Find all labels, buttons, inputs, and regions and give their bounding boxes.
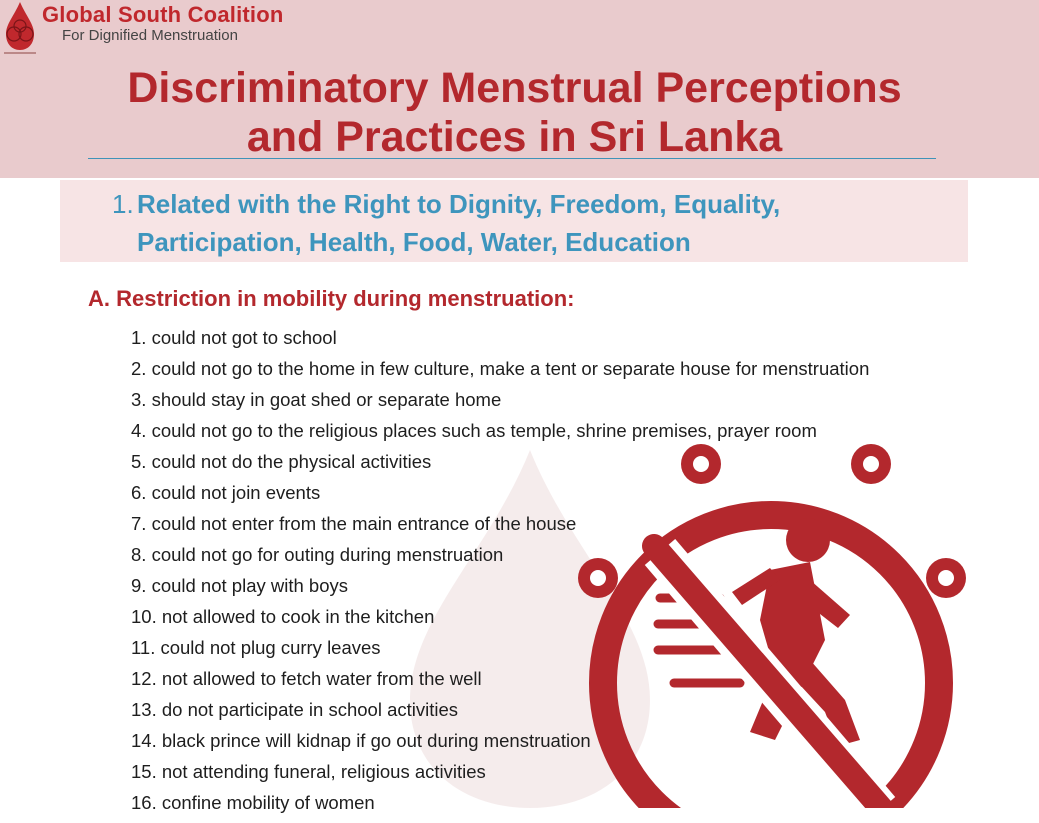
org-tagline: For Dignified Menstruation	[62, 27, 238, 44]
list-item: 11. could not plug curry leaves	[131, 637, 381, 658]
section-band	[60, 180, 968, 262]
list-item: 4. could not go to the religious places …	[131, 420, 817, 441]
list-item: 5. could not do the physical activities	[131, 451, 432, 472]
list-item: 3. should stay in goat shed or separate …	[131, 389, 502, 410]
drop-watermark-icon	[410, 450, 650, 808]
list-item: 2. could not go to the home in few cultu…	[131, 358, 870, 379]
header-band	[0, 0, 1039, 178]
org-name: Global South Coalition	[42, 2, 284, 27]
section-title-line-2: Participation, Health, Food, Water, Educ…	[137, 227, 691, 257]
subsection-heading: A. Restriction in mobility during menstr…	[88, 286, 575, 311]
list-item: 9. could not play with boys	[131, 575, 348, 596]
list-item: 6. could not join events	[131, 482, 321, 503]
list-item: 7. could not enter from the main entranc…	[131, 513, 577, 534]
list-item: 15. not attending funeral, religious act…	[131, 761, 486, 782]
title-divider	[88, 158, 936, 159]
drop-logo-icon	[4, 2, 36, 54]
list-item: 14. black prince will kidnap if go out d…	[131, 730, 591, 751]
restriction-list: 1. could not got to school 2. could not …	[131, 327, 869, 823]
list-item: 12. not allowed to fetch water from the …	[131, 668, 482, 689]
list-item: 10. not allowed to cook in the kitchen	[131, 606, 435, 627]
list-item: 1. could not got to school	[131, 327, 337, 348]
page-title-line-1: Discriminatory Menstrual Perceptions	[127, 64, 902, 112]
list-item: 8. could not go for outing during menstr…	[131, 544, 504, 565]
no-walking-icon	[578, 444, 966, 808]
section-title-line-1: Related with the Right to Dignity, Freed…	[137, 189, 781, 219]
page-title-line-2: and Practices in Sri Lanka	[246, 113, 783, 161]
section-number: 1.	[112, 189, 134, 219]
list-item: 13. do not participate in school activit…	[131, 699, 459, 720]
